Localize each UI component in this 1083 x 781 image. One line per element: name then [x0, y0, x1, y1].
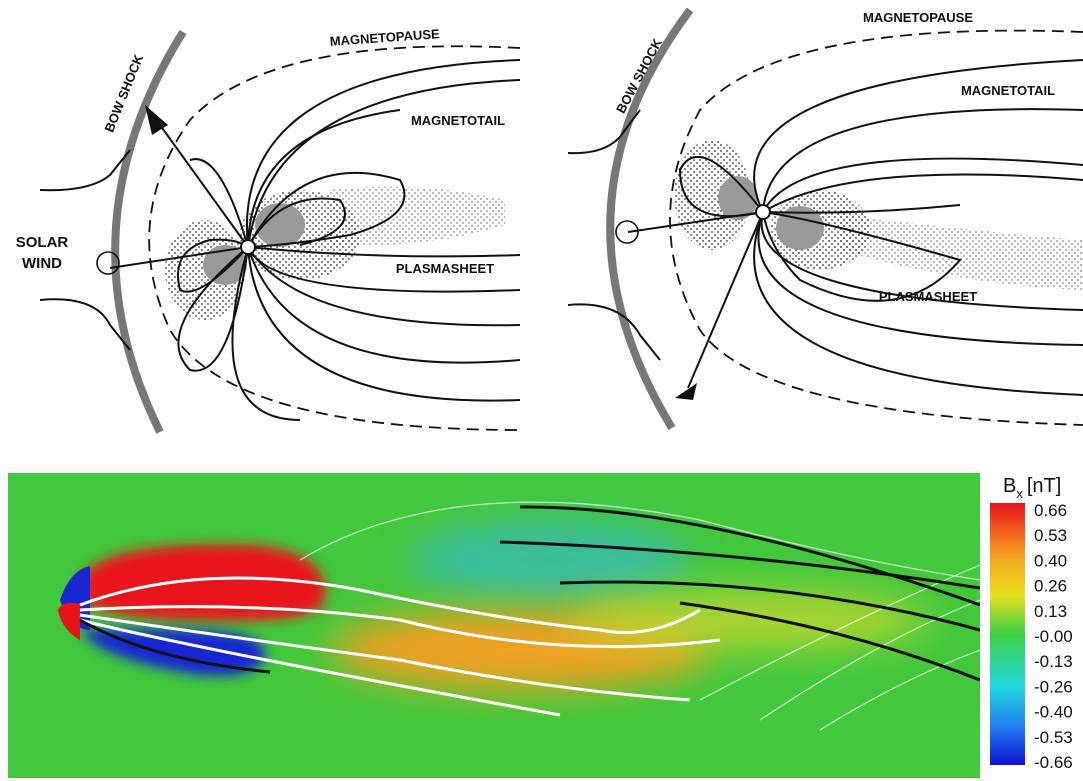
right-diagram: MAGNETOPAUSE BOW SHOCK MAGNETOTAIL PLASM… — [568, 10, 1083, 428]
colorbar-tick-label: -0.26 — [1034, 677, 1073, 696]
label: MAGNETOTAIL — [411, 113, 505, 128]
label: PLASMASHEET — [396, 261, 494, 276]
label: SOLAR — [16, 234, 69, 251]
plasmasheet-region — [840, 215, 1083, 290]
figure: MAGNETOPAUSE BOW SHOCK MAGNETOTAIL SOLAR… — [0, 0, 1083, 781]
colorbar-tick-label: 0.66 — [1034, 501, 1067, 520]
subscript: x — [1016, 486, 1023, 501]
label: PLASMASHEET — [879, 289, 977, 304]
earth — [241, 240, 255, 254]
unit: [nT] — [1027, 475, 1061, 497]
left-diagram: MAGNETOPAUSE BOW SHOCK MAGNETOTAIL SOLAR… — [16, 26, 520, 432]
colorbar-tick-label: 0.13 — [1034, 602, 1067, 621]
colorbar-tick-label: -0.66 — [1034, 753, 1073, 772]
earth — [756, 205, 770, 219]
simulation-map — [8, 473, 980, 778]
arrowhead — [675, 383, 697, 400]
colorbar-ticks: 0.66 0.53 0.40 0.26 0.13 -0.00 -0.13 -0.26 -0.40… — [1034, 501, 1073, 772]
label: MAGNETOPAUSE — [863, 10, 973, 25]
colorbar-tick-label: -0.00 — [1034, 627, 1073, 646]
symbol: B — [1003, 475, 1016, 497]
colorbar-tick-label: -0.53 — [1034, 728, 1073, 747]
colorbar — [990, 503, 1025, 765]
colorbar-tick-label: -0.13 — [1034, 652, 1073, 671]
colorbar-tick-label: 0.40 — [1034, 551, 1067, 570]
label: WIND — [22, 255, 62, 272]
colorbar-tick-label: 0.53 — [1034, 526, 1067, 545]
colorbar-tick-label: -0.40 — [1034, 703, 1073, 722]
colorbar-title: Bx [nT] — [1003, 475, 1061, 501]
plasmasheet-region — [330, 187, 505, 246]
label: MAGNETOPAUSE — [329, 26, 440, 49]
colorbar-tick-label: 0.26 — [1034, 577, 1067, 596]
label: MAGNETOTAIL — [961, 83, 1055, 98]
